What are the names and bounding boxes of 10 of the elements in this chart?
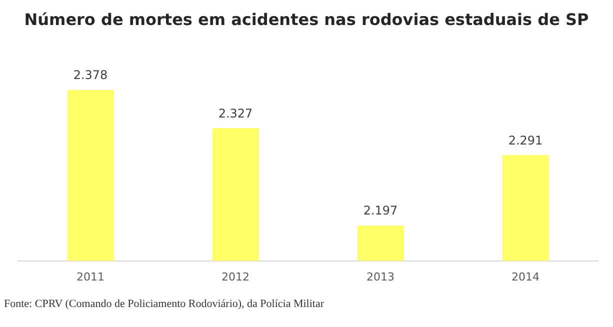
x-tick-label: 2014 — [512, 270, 540, 284]
data-label: 2.291 — [508, 133, 543, 148]
x-tick-label: 2013 — [366, 270, 394, 284]
data-label: 2.378 — [73, 68, 108, 82]
data-label: 2.327 — [218, 106, 253, 120]
annotation: Fonte: CPRV (Comando de Policiamento Rodoviário), da Polícia Militar — [4, 298, 326, 310]
data-label: 2.197 — [363, 204, 398, 218]
x-tick-label: 2012 — [222, 270, 250, 284]
x-tick-label: 2011 — [76, 270, 104, 284]
chart-title: Número de mortes em acidentes nas rodovias estaduais de SP — [23, 9, 590, 31]
